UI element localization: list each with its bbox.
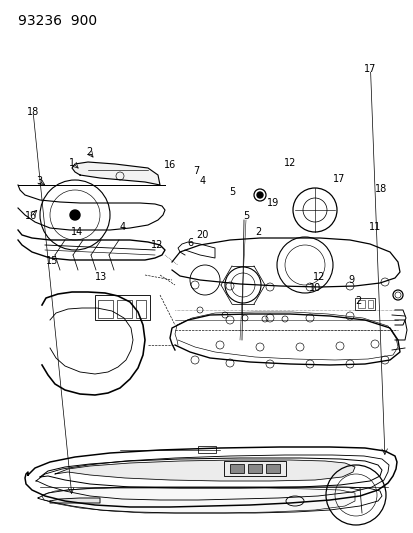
Text: 15: 15 bbox=[45, 256, 58, 266]
Bar bbox=[266, 464, 279, 473]
Bar bbox=[354, 298, 374, 310]
Text: 17: 17 bbox=[332, 174, 345, 183]
Text: 17: 17 bbox=[363, 64, 376, 74]
Text: 20: 20 bbox=[196, 230, 209, 239]
Bar bbox=[98, 300, 113, 318]
Text: 2: 2 bbox=[255, 227, 261, 237]
Bar bbox=[247, 464, 261, 473]
Text: 9: 9 bbox=[348, 275, 354, 285]
Bar bbox=[117, 300, 132, 318]
Text: 14: 14 bbox=[70, 227, 83, 237]
Bar bbox=[230, 464, 243, 473]
Bar bbox=[136, 300, 146, 318]
Text: 93236  900: 93236 900 bbox=[18, 14, 97, 28]
Text: 12: 12 bbox=[151, 240, 163, 250]
Text: 18: 18 bbox=[27, 107, 39, 117]
Text: 18: 18 bbox=[374, 184, 386, 194]
Text: 2: 2 bbox=[85, 147, 92, 157]
Polygon shape bbox=[55, 460, 354, 481]
Text: 12: 12 bbox=[283, 158, 295, 167]
Bar bbox=[367, 300, 372, 308]
Polygon shape bbox=[72, 162, 159, 185]
Circle shape bbox=[256, 192, 262, 198]
Text: 16: 16 bbox=[25, 211, 37, 221]
Text: 12: 12 bbox=[312, 272, 324, 282]
Text: 2: 2 bbox=[354, 296, 361, 306]
Bar bbox=[223, 461, 285, 476]
Text: 11: 11 bbox=[368, 222, 380, 231]
Polygon shape bbox=[50, 498, 100, 503]
Text: 19: 19 bbox=[266, 198, 279, 207]
Bar bbox=[95, 295, 150, 320]
Text: 6: 6 bbox=[187, 238, 193, 247]
Text: 16: 16 bbox=[163, 160, 176, 170]
Text: 10: 10 bbox=[308, 283, 320, 293]
Text: 7: 7 bbox=[193, 166, 199, 175]
Bar bbox=[357, 300, 364, 308]
Text: 3: 3 bbox=[36, 176, 42, 186]
Text: 1: 1 bbox=[69, 158, 75, 167]
Circle shape bbox=[70, 210, 80, 220]
Text: 4: 4 bbox=[119, 222, 125, 231]
Bar bbox=[197, 446, 216, 453]
Text: 5: 5 bbox=[242, 211, 249, 221]
Text: 5: 5 bbox=[228, 187, 235, 197]
Text: 13: 13 bbox=[95, 272, 107, 282]
Polygon shape bbox=[42, 488, 354, 513]
Text: 4: 4 bbox=[199, 176, 205, 186]
